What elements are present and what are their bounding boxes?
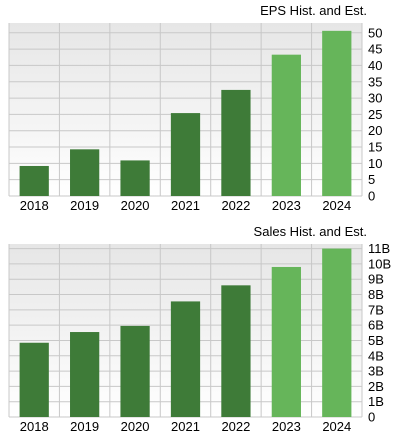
sales-chart-svg: Sales Hist. and Est.01B2B3B4B5B6B7B8B9B1… — [8, 224, 391, 434]
eps-bar-2023 — [271, 54, 301, 197]
eps-ytick-label: 0 — [368, 189, 375, 204]
sales-bar-2024 — [322, 248, 352, 417]
eps-ytick-label: 25 — [368, 107, 382, 122]
sales-xtick-label: 2024 — [322, 419, 351, 434]
sales-ytick-label: 6B — [368, 318, 384, 333]
eps-ytick-label: 45 — [368, 42, 382, 57]
sales-xtick-label: 2018 — [20, 419, 49, 434]
eps-bar-2020 — [120, 160, 150, 196]
sales-chart: Sales Hist. and Est. 0 1B 2B 3B 4B 5B 6B 7B 8B 9B 1… — [0, 221, 403, 439]
sales-ytick-label: 10B — [368, 256, 391, 271]
sales-ytick-label: 0 — [368, 410, 375, 425]
eps-xtick-label: 2022 — [221, 198, 250, 213]
sales-ytick-label: 1B — [368, 394, 384, 409]
eps-xtick-label: 2023 — [272, 198, 301, 213]
eps-ytick-label: 10 — [368, 156, 382, 171]
eps-xtick-label: 2020 — [121, 198, 150, 213]
eps-bar-2021 — [170, 113, 201, 196]
eps-xtick-label: 2024 — [322, 198, 351, 213]
eps-ytick-label: 5 — [368, 172, 375, 187]
eps-bar-2018 — [19, 165, 49, 196]
eps-bar-2024 — [322, 30, 352, 197]
eps-bar-2022 — [221, 89, 251, 196]
sales-chart-title: Sales Hist. and Est. — [254, 224, 367, 239]
sales-bar-2019 — [70, 332, 100, 417]
sales-ytick-label: 2B — [368, 379, 384, 394]
sales-xtick-label: 2021 — [171, 419, 200, 434]
sales-xtick-label: 2019 — [70, 419, 99, 434]
eps-chart-title: EPS Hist. and Est. — [260, 3, 367, 18]
sales-bar-2022 — [221, 285, 251, 417]
eps-ytick-label: 40 — [368, 58, 382, 73]
sales-ytick-label: 11B — [368, 241, 390, 256]
sales-bar-2020 — [120, 325, 150, 417]
sales-xtick-label: 2020 — [121, 419, 150, 434]
eps-ytick-label: 50 — [368, 25, 382, 40]
eps-ytick-label: 15 — [368, 140, 382, 155]
sales-bar-2023 — [271, 266, 301, 417]
eps-xtick-label: 2018 — [20, 198, 49, 213]
eps-ytick-label: 20 — [368, 123, 382, 138]
sales-ytick-label: 5B — [368, 333, 384, 348]
sales-xtick-label: 2022 — [221, 419, 250, 434]
eps-xtick-label: 2019 — [70, 198, 99, 213]
sales-ytick-label: 8B — [368, 287, 384, 302]
sales-ytick-label: 7B — [368, 302, 384, 317]
sales-ytick-label: 9B — [368, 272, 384, 287]
sales-bar-2021 — [170, 301, 201, 417]
eps-ytick-label: 30 — [368, 91, 382, 106]
eps-xtick-label: 2021 — [171, 198, 200, 213]
eps-bar-2019 — [70, 149, 100, 196]
eps-chart: EPS Hist. and Est. 0 5 10 15 20 25 30 35 40 45 50 20… — [0, 0, 403, 218]
eps-ytick-label: 35 — [368, 74, 382, 89]
sales-ytick-label: 4B — [368, 348, 384, 363]
sales-ytick-label: 3B — [368, 364, 384, 379]
sales-xtick-label: 2023 — [272, 419, 301, 434]
sales-bar-2018 — [19, 342, 49, 417]
